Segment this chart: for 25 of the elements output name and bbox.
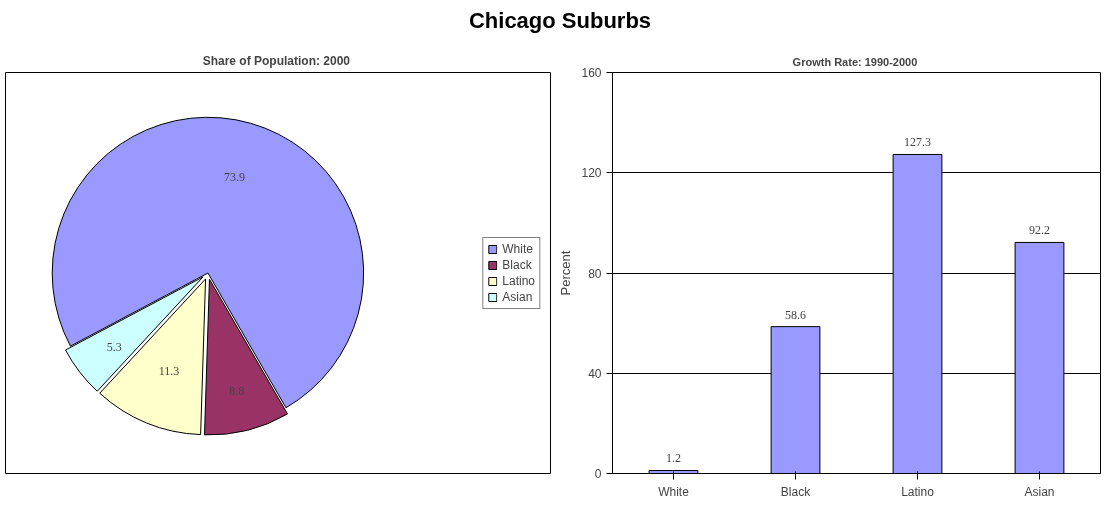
x-tick-label: Black [780, 484, 812, 499]
chart-title: Chicago Suburbs [467, 7, 653, 35]
x-tick-label: Asian [1024, 484, 1055, 499]
data-label: 8.8 [229, 384, 245, 399]
y-tick-label: 40 [588, 366, 602, 381]
data-label: 11.3 [158, 363, 180, 378]
data-label: 73.9 [223, 170, 245, 185]
x-tick-label: White [658, 484, 690, 499]
data-label: 1.2 [666, 451, 681, 466]
legend-label: Asian [502, 289, 533, 304]
legend-label: White [502, 241, 533, 256]
chart-title: Growth Rate: 1990-2000 [792, 55, 918, 68]
legend-label: Black [502, 257, 532, 272]
chart-subtitle: Share of Population: 2000 [202, 53, 351, 68]
y-axis-title: Percent [558, 250, 574, 296]
y-tick-label: 120 [581, 166, 602, 181]
data-label: 58.6 [785, 307, 806, 322]
x-tick-label: Latino [901, 484, 935, 499]
y-tick-label: 160 [581, 66, 602, 80]
y-tick-label: 80 [588, 266, 602, 281]
data-label: 5.3 [106, 340, 122, 355]
y-tick-label: 0 [594, 467, 602, 481]
data-label: 92.2 [1029, 223, 1050, 238]
data-label: 127.3 [904, 135, 931, 150]
legend-label: Latino [502, 273, 535, 288]
